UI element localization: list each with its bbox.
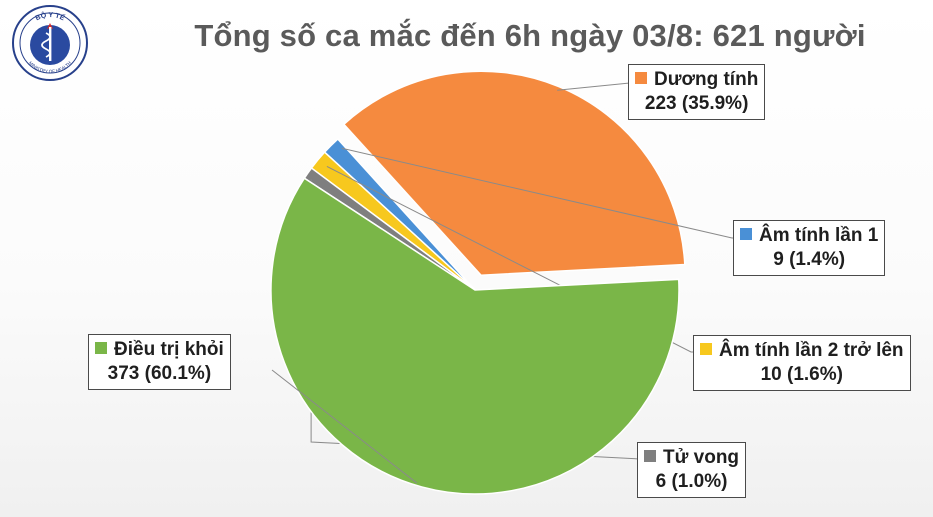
legend-swatch <box>644 450 656 462</box>
leader-line <box>557 81 641 91</box>
data-label: Âm tính lần 2 trở lên 10 (1.6%) <box>693 335 911 391</box>
pie-slice <box>342 70 686 276</box>
slice-name: Điều trị khỏi <box>114 339 224 360</box>
data-label: Dương tính 223 (35.9%) <box>628 64 766 120</box>
chart-title: Tổng số ca mắc đến 6h ngày 03/8: 621 ngư… <box>194 18 866 53</box>
slice-value: 373 (60.1%) <box>107 363 212 384</box>
data-label: Điều trị khỏi 373 (60.1%) <box>88 334 231 390</box>
legend-swatch <box>740 228 752 240</box>
slice-value: 6 (1.0%) <box>655 471 728 492</box>
legend-swatch <box>700 343 712 355</box>
data-label: Tử vong 6 (1.0%) <box>637 442 747 498</box>
data-label-name: Tử vong <box>644 446 739 470</box>
ministry-of-health-logo: BỘ Y TẾ MINISTRY OF HEALTH <box>12 5 88 81</box>
leader-line <box>271 369 418 484</box>
data-label: Âm tính lần 1 9 (1.4%) <box>733 220 886 276</box>
data-label-name: Âm tính lần 1 <box>740 224 878 248</box>
slice-value: 223 (35.9%) <box>644 93 749 114</box>
legend-swatch <box>95 342 107 354</box>
slice-value: 9 (1.4%) <box>773 249 846 270</box>
pie-slice <box>270 177 680 495</box>
legend-swatch <box>635 72 647 84</box>
data-label-name: Điều trị khỏi <box>95 338 224 362</box>
slice-value: 10 (1.6%) <box>760 364 843 385</box>
slice-name: Âm tính lần 2 trở lên <box>719 340 904 361</box>
slice-name: Dương tính <box>654 69 759 90</box>
data-label-name: Dương tính <box>635 68 758 92</box>
data-label-name: Âm tính lần 2 trở lên <box>700 339 904 363</box>
slice-name: Âm tính lần 1 <box>759 225 879 246</box>
slice-name: Tử vong <box>663 447 740 468</box>
